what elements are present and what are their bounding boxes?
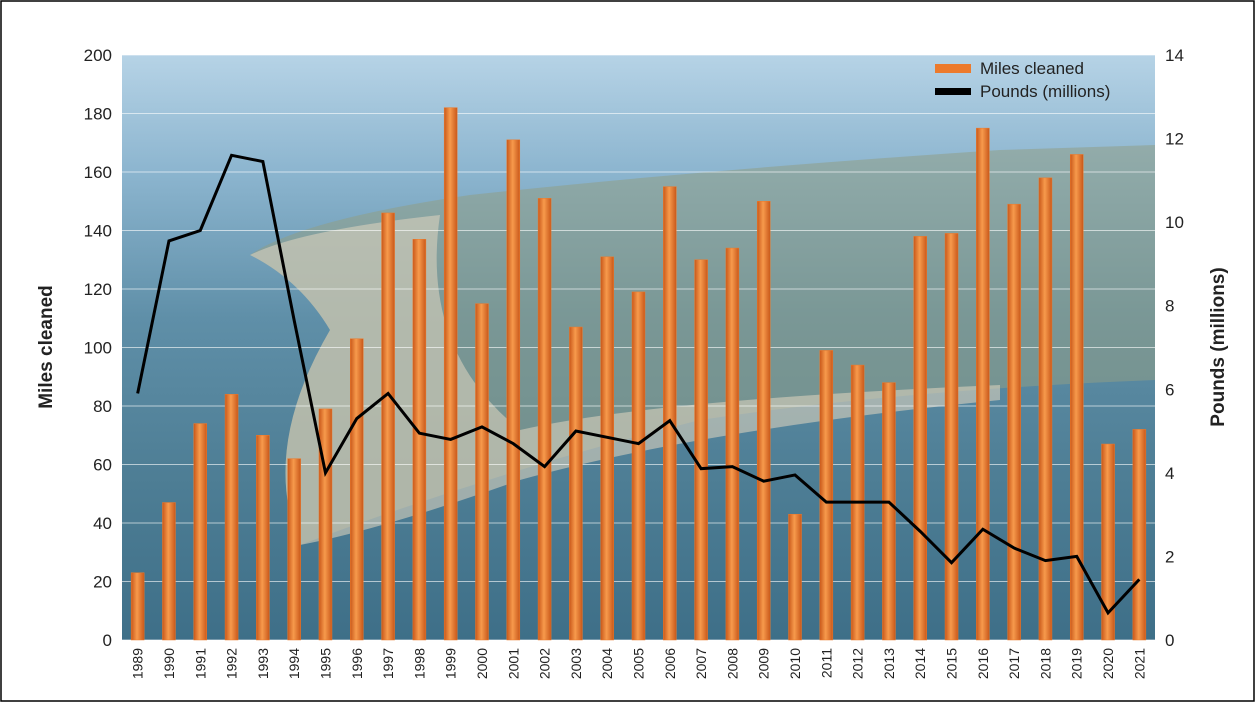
bar bbox=[1101, 443, 1115, 641]
bar bbox=[256, 435, 270, 641]
y2-tick-label: 2 bbox=[1165, 547, 1174, 566]
x-tick-label: 2019 bbox=[1069, 648, 1085, 679]
y2-tick-label: 10 bbox=[1165, 213, 1184, 232]
x-tick-label: 1998 bbox=[411, 648, 427, 679]
x-tick-label: 2011 bbox=[818, 648, 834, 678]
y-tick-label: 0 bbox=[103, 631, 112, 650]
y-tick-label: 100 bbox=[84, 339, 112, 358]
bar bbox=[1038, 177, 1053, 641]
bar bbox=[1132, 429, 1147, 641]
bar bbox=[1007, 203, 1021, 641]
y2-tick-label: 4 bbox=[1165, 464, 1174, 483]
legend: Miles cleaned Pounds (millions) bbox=[935, 59, 1110, 101]
legend-label: Miles cleaned bbox=[980, 59, 1084, 78]
x-tick-label: 2013 bbox=[881, 648, 897, 679]
bar bbox=[631, 291, 646, 641]
y-axis-title: Miles cleaned bbox=[36, 285, 57, 409]
x-tick-label: 1995 bbox=[317, 648, 333, 679]
line bbox=[136, 153, 1141, 616]
bar bbox=[381, 212, 395, 641]
bar bbox=[788, 513, 802, 641]
x-tick-label: 1991 bbox=[192, 648, 208, 679]
bar bbox=[819, 350, 834, 641]
y-tick-label: 80 bbox=[93, 397, 112, 416]
y2-tick-label: 12 bbox=[1165, 130, 1184, 149]
x-tick-label: 2005 bbox=[631, 648, 647, 679]
x-tick-label: 1992 bbox=[224, 648, 240, 679]
bar bbox=[506, 139, 521, 641]
y-tick-label: 120 bbox=[84, 280, 112, 299]
bar bbox=[350, 338, 364, 641]
bar bbox=[882, 382, 896, 641]
bar bbox=[694, 259, 708, 641]
y2-axis-title: Pounds (millions) bbox=[1208, 267, 1229, 426]
x-tick-label: 2007 bbox=[693, 648, 709, 679]
x-tick-label: 2004 bbox=[599, 648, 615, 679]
x-tick-label: 1993 bbox=[255, 648, 271, 679]
x-tick-label: 1990 bbox=[161, 648, 177, 679]
x-tick-label: 2015 bbox=[944, 648, 960, 679]
bar bbox=[944, 233, 959, 641]
bar bbox=[287, 458, 301, 641]
y-tick-label: 140 bbox=[84, 222, 112, 241]
x-tick-label: 2012 bbox=[850, 648, 866, 679]
x-tick-label: 2020 bbox=[1100, 648, 1116, 679]
x-tick-label: 2000 bbox=[474, 648, 490, 679]
legend-label: Pounds (millions) bbox=[980, 82, 1110, 101]
x-tick-label: 1989 bbox=[130, 648, 146, 679]
bar bbox=[1069, 154, 1084, 641]
x-tick-label: 2006 bbox=[662, 648, 678, 679]
y2-tick-label: 0 bbox=[1165, 631, 1174, 650]
y2-tick-label: 6 bbox=[1165, 380, 1174, 399]
x-tick-label: 2002 bbox=[537, 648, 553, 679]
bar bbox=[162, 502, 176, 641]
y-tick-label: 40 bbox=[93, 514, 112, 533]
x-tick-label: 2016 bbox=[975, 648, 991, 679]
x-tick-label: 2001 bbox=[505, 648, 521, 679]
x-tick-label: 2018 bbox=[1037, 648, 1053, 679]
y-tick-label: 200 bbox=[84, 46, 112, 65]
bar bbox=[412, 239, 427, 641]
bar bbox=[600, 256, 614, 641]
bar bbox=[663, 186, 677, 641]
bar bbox=[193, 423, 208, 641]
x-tick-label: 2014 bbox=[912, 648, 928, 679]
y-tick-label: 20 bbox=[93, 573, 112, 592]
x-tick-label: 1994 bbox=[286, 648, 302, 679]
y-tick-label: 180 bbox=[84, 105, 112, 124]
x-tick-label: 2017 bbox=[1006, 648, 1022, 679]
x-tick-label: 1996 bbox=[349, 648, 365, 679]
bar bbox=[537, 198, 552, 641]
bar bbox=[569, 326, 583, 641]
x-tick-label: 2003 bbox=[568, 648, 584, 679]
x-tick-label: 2008 bbox=[724, 648, 740, 679]
legend-swatch bbox=[935, 64, 971, 73]
y-tick-label: 60 bbox=[93, 456, 112, 475]
bar bbox=[443, 107, 458, 641]
bar bbox=[725, 247, 740, 641]
x-tick-label: 2009 bbox=[756, 648, 772, 679]
y-tick-label: 160 bbox=[84, 163, 112, 182]
bar bbox=[756, 201, 771, 641]
y2-tick-label: 14 bbox=[1165, 46, 1184, 65]
x-tick-label: 2021 bbox=[1131, 648, 1147, 679]
bar bbox=[475, 303, 489, 641]
x-tick-label: 1999 bbox=[443, 648, 459, 679]
y2-tick-label: 8 bbox=[1165, 297, 1174, 316]
bar bbox=[913, 236, 927, 641]
bar bbox=[976, 127, 990, 641]
x-tick-label: 1997 bbox=[380, 648, 396, 679]
bar bbox=[224, 394, 239, 641]
legend-swatch bbox=[935, 88, 971, 95]
x-tick-label: 2010 bbox=[787, 648, 803, 679]
bar bbox=[130, 572, 145, 641]
